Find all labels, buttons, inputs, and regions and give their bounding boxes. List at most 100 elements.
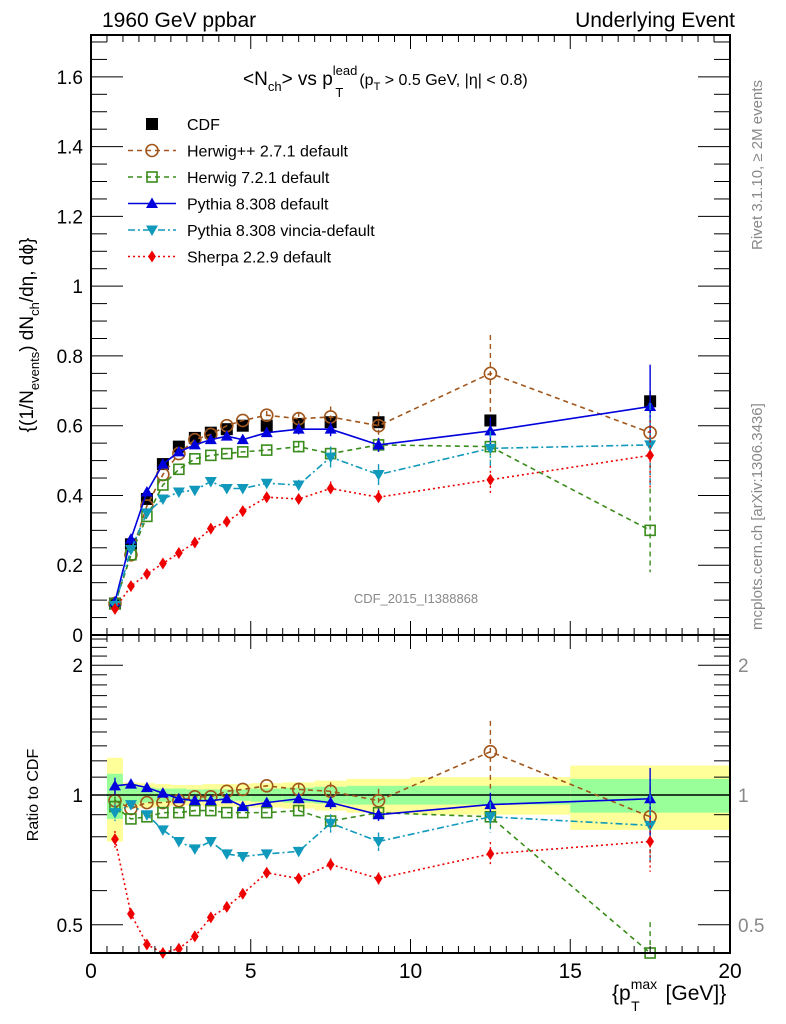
legend-entry: CDF — [146, 117, 220, 134]
data-point — [372, 470, 385, 481]
ratio-y-tick-label: 1 — [72, 786, 83, 807]
series-line — [114, 372, 651, 604]
ratio-data-point — [483, 744, 498, 759]
ratio-data-point — [205, 804, 217, 817]
ratio-ylabel: Ratio to CDF — [25, 749, 42, 842]
data-point — [158, 557, 167, 570]
ratio-data-point — [156, 787, 169, 798]
data-point — [292, 480, 305, 491]
ratio-data-point — [127, 907, 135, 920]
data-point — [486, 473, 495, 486]
legend-marker — [145, 143, 159, 158]
data-point — [260, 426, 273, 438]
ratio-data-point — [111, 833, 119, 846]
data-point — [292, 423, 305, 434]
legend-entry: Herwig++ 2.7.1 default — [128, 144, 349, 161]
y-tick-label: 0.2 — [57, 556, 83, 577]
ratio-data-point — [204, 836, 217, 848]
data-point — [190, 536, 199, 549]
ratio-data-point — [222, 900, 231, 913]
data-point — [127, 580, 135, 593]
ratio-data-point — [326, 858, 335, 871]
ratio-data-point — [292, 804, 305, 817]
series-pythia-8-308-vincia-default — [108, 403, 657, 612]
header-left: 1960 GeV ppbar — [102, 9, 256, 32]
ratio-data-point — [140, 795, 154, 810]
legend-marker — [148, 250, 156, 263]
main-ylabel: {(1/Nevents) dNch/dη, dϕ} — [17, 238, 42, 433]
data-point — [260, 444, 273, 456]
ratio-data-point — [172, 792, 185, 804]
ratio-data-point — [259, 779, 274, 793]
ratio-data-point — [486, 847, 495, 860]
series-herwig-7-2-1-default — [109, 432, 656, 610]
data-point — [172, 487, 185, 498]
ratio-data-point — [188, 794, 201, 806]
x-tick-label: 5 — [245, 960, 257, 983]
y-tick-label: 0.8 — [57, 347, 83, 368]
y-tick-label: 0 — [72, 626, 83, 647]
legend-label: Herwig++ 2.7.1 default — [187, 144, 349, 161]
data-point — [188, 485, 201, 497]
ratio-data-point — [189, 804, 201, 817]
data-point — [222, 515, 231, 528]
ratio-data-point — [292, 846, 305, 858]
mcplots-label: mcplots.cern.ch [arXiv:1306.3436] — [749, 403, 766, 630]
data-point — [206, 522, 215, 535]
data-point — [294, 492, 303, 505]
ratio-y-tick-label: 0.5 — [57, 916, 83, 937]
main-panel: 0 0.2 0.4 0.6 0.8 1 1.2 1.4 1.6 <Nch> vs plead T(… — [17, 34, 731, 647]
ratio-data-point — [262, 866, 271, 879]
legend-marker — [146, 118, 158, 130]
data-point — [173, 463, 185, 476]
data-point — [188, 438, 201, 450]
data-point — [140, 508, 153, 519]
series-line — [114, 444, 651, 606]
ratio-data-point — [260, 796, 273, 808]
data-point — [124, 533, 137, 544]
legend-entry: Herwig 7.2.1 default — [128, 170, 330, 187]
data-point — [259, 408, 274, 423]
data-point — [292, 440, 305, 453]
ratio-data-point — [220, 792, 233, 804]
data-point — [111, 602, 119, 615]
data-point — [236, 483, 249, 495]
data-point — [483, 366, 498, 381]
data-point — [220, 483, 233, 495]
ratio-data-point — [125, 813, 137, 825]
y-tick-label: 1.6 — [57, 68, 83, 89]
legend-label: Pythia 8.308 vincia-default — [187, 223, 375, 240]
data-point — [238, 505, 247, 518]
ratio-data-point — [235, 782, 250, 797]
data-point — [371, 418, 386, 433]
ratio-data-point — [220, 849, 233, 860]
ratio-data-point — [173, 806, 185, 819]
data-point — [236, 446, 249, 458]
data-point — [143, 567, 151, 580]
legend-marker — [146, 197, 158, 208]
ratio-series-line — [114, 805, 651, 954]
ratio-data-point — [260, 849, 273, 860]
data-point — [174, 547, 183, 560]
legend-label: CDF — [187, 117, 220, 134]
ratio-data-point — [238, 887, 247, 900]
data-point — [324, 423, 337, 434]
ratio-data-point — [646, 835, 655, 848]
ratio-y-tick-label-right: 0.5 — [738, 916, 764, 937]
main-title: <Nch> vs plead T(pT > 0.5 GeV, |η| < 0.8) — [243, 63, 528, 100]
ratio-data-point — [172, 836, 185, 848]
data-point — [262, 491, 271, 504]
legend: CDF Herwig++ 2.7.1 default Herwig 7.2.1 de… — [128, 117, 375, 267]
data-point — [235, 413, 250, 428]
data-point — [204, 433, 217, 445]
y-tick-label: 1 — [72, 277, 83, 298]
ratio-data-point — [188, 844, 201, 855]
header-right: Underlying Event — [575, 9, 735, 32]
data-point — [484, 443, 497, 455]
series-line — [114, 454, 651, 610]
series-sherpa-2-2-9-default — [111, 420, 655, 615]
x-tick-label: 20 — [718, 960, 741, 983]
data-point — [372, 438, 385, 450]
ratio-y-tick-label: 2 — [72, 656, 83, 677]
ratio-data-point — [324, 818, 337, 830]
